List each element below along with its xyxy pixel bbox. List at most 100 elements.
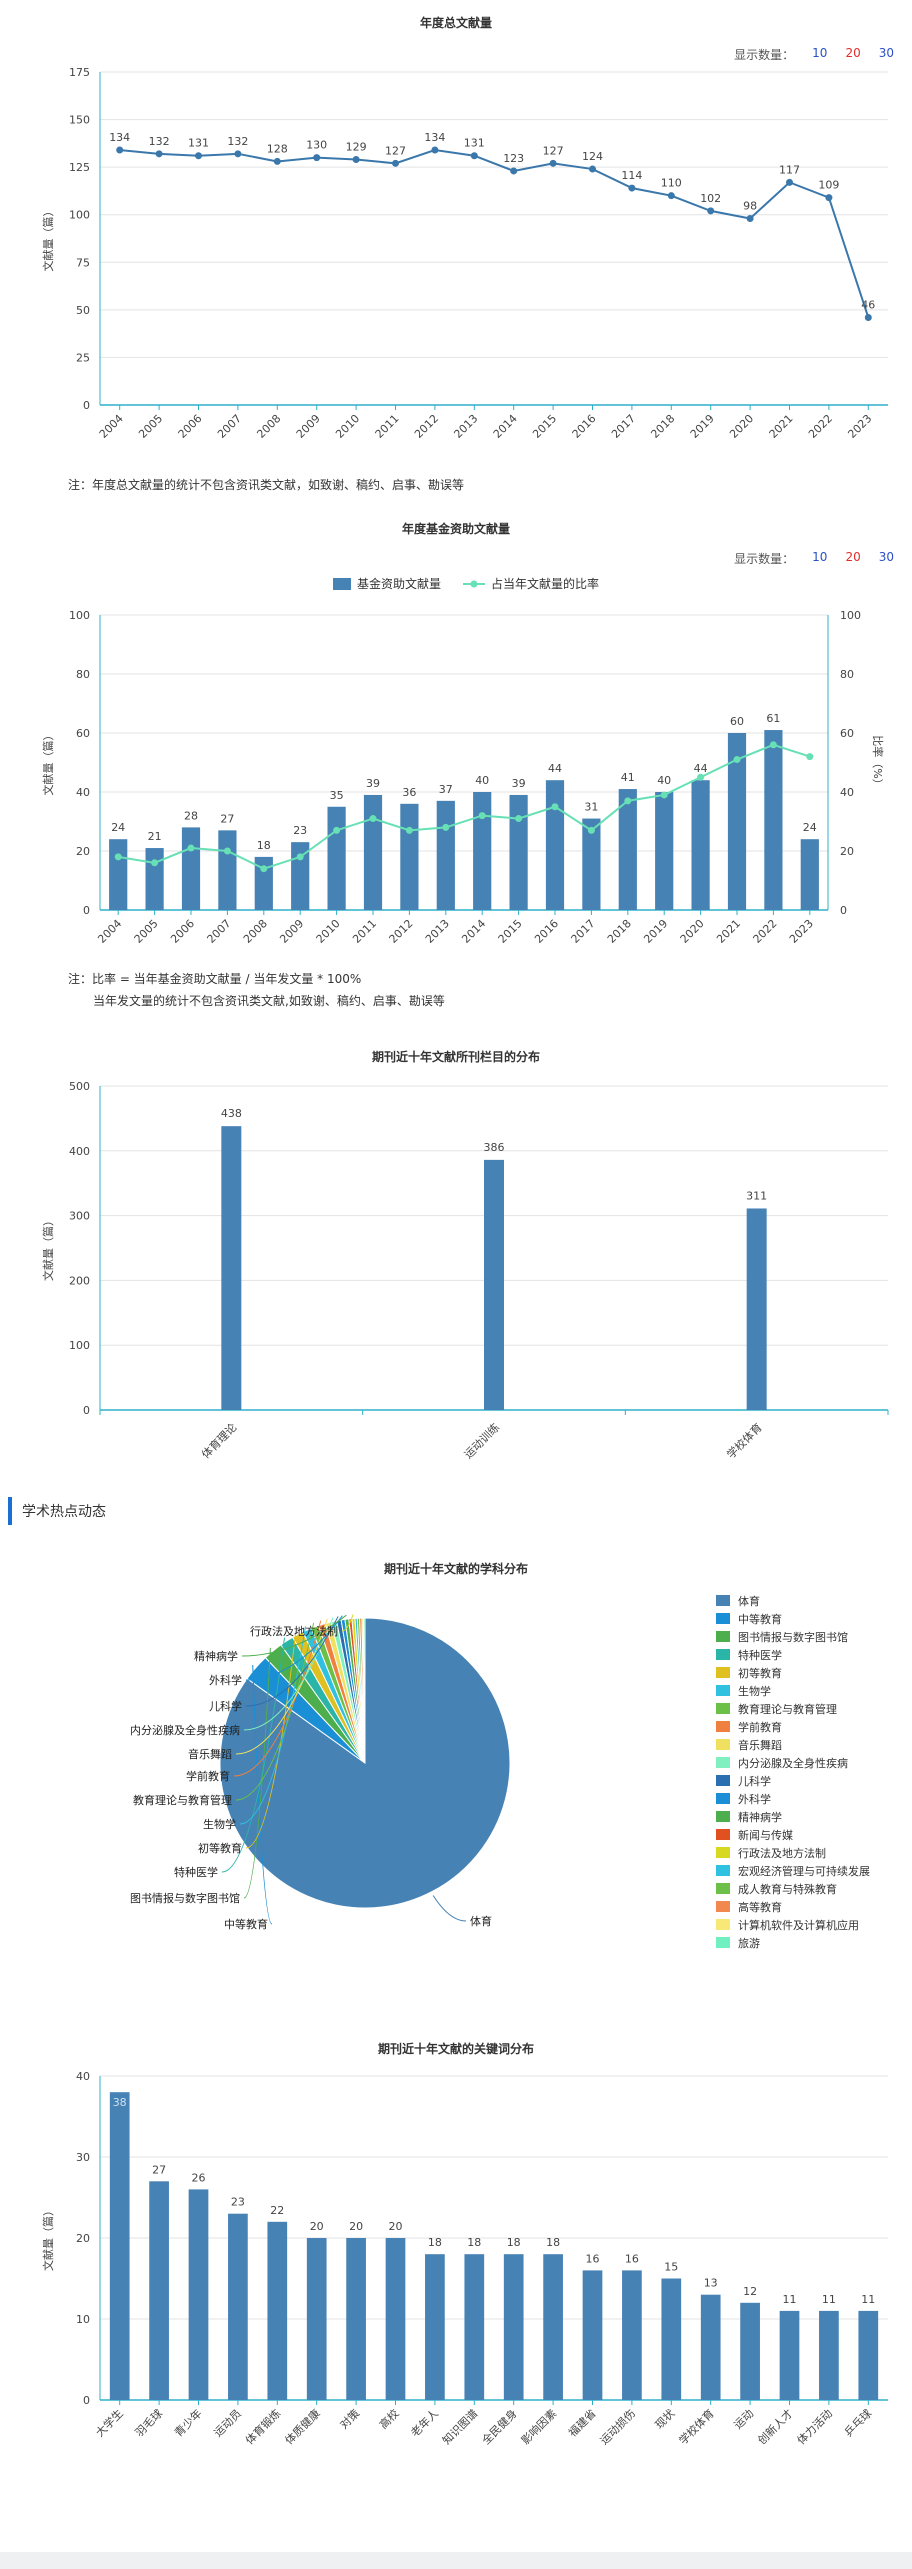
data-label: 44 bbox=[694, 762, 708, 775]
count-20-link[interactable]: 20 bbox=[845, 46, 861, 60]
bar bbox=[109, 839, 128, 910]
legend-label: 教育理论与教育管理 bbox=[738, 1702, 837, 1716]
legend-swatch bbox=[716, 1793, 730, 1804]
ratio-point bbox=[587, 826, 595, 834]
y-tick-label: 50 bbox=[76, 304, 90, 317]
pie-leader-line bbox=[243, 1617, 334, 1731]
ratio-point bbox=[806, 753, 814, 761]
data-label: 16 bbox=[586, 2252, 600, 2265]
section-accent-bar bbox=[8, 1497, 12, 1525]
x-tick-label: 2020 bbox=[678, 917, 707, 946]
data-label: 98 bbox=[743, 200, 757, 213]
legend-swatch bbox=[716, 1703, 730, 1714]
pie-leader-line bbox=[245, 1615, 343, 1681]
ratio-point bbox=[442, 823, 450, 831]
page-footer-strip bbox=[0, 2552, 912, 2569]
x-tick-label: 2017 bbox=[609, 412, 638, 441]
bar bbox=[149, 2181, 169, 2400]
legend-label: 图书情报与数字图书馆 bbox=[738, 1630, 848, 1644]
chart1-note: 注：年度总文献量的统计不包含资讯类文献，如致谢、稿约、启事、勘误等 bbox=[68, 478, 465, 492]
y-axis-title: 文献量（篇） bbox=[41, 2205, 55, 2271]
y2-tick-label: 40 bbox=[840, 786, 854, 799]
y2-axis-title: 比率（%） bbox=[871, 735, 885, 789]
legend-swatch bbox=[716, 1829, 730, 1840]
x-tick-label: 运动损伤 bbox=[597, 2406, 638, 2447]
pie-leader-line bbox=[233, 1620, 322, 1777]
x-tick-label: 体育理论 bbox=[198, 1420, 239, 1461]
x-tick-label: 大学生 bbox=[93, 2406, 126, 2439]
ratio-point bbox=[369, 815, 377, 823]
pie-leader-line bbox=[245, 1616, 339, 1707]
pie-slice-label: 外科学 bbox=[209, 1673, 242, 1687]
data-label: 131 bbox=[464, 137, 485, 150]
x-tick-label: 2015 bbox=[530, 412, 559, 441]
legend-label: 行政法及地方法制 bbox=[738, 1846, 826, 1860]
bar bbox=[385, 2238, 406, 2400]
legend-label: 特种医学 bbox=[738, 1648, 782, 1662]
data-label: 12 bbox=[743, 2285, 757, 2298]
y-tick-label: 100 bbox=[69, 1339, 90, 1352]
count-30-link[interactable]: 30 bbox=[878, 46, 894, 60]
y2-tick-label: 0 bbox=[840, 904, 847, 917]
bar bbox=[503, 2254, 524, 2400]
data-point bbox=[667, 192, 675, 200]
legend-label: 计算机软件及计算机应用 bbox=[738, 1918, 859, 1932]
data-label: 109 bbox=[818, 179, 839, 192]
legend-swatch bbox=[716, 1937, 730, 1948]
y-tick-label: 20 bbox=[76, 2232, 90, 2245]
data-point bbox=[707, 207, 715, 215]
x-tick-label: 学校体育 bbox=[676, 2406, 717, 2447]
x-tick-label: 2013 bbox=[423, 917, 452, 946]
data-point bbox=[825, 194, 833, 202]
bar bbox=[740, 2302, 760, 2400]
data-label: 24 bbox=[111, 821, 125, 834]
pie-slice-label: 精神病学 bbox=[194, 1649, 238, 1663]
data-label: 117 bbox=[779, 163, 800, 176]
x-tick-label: 体育锻炼 bbox=[242, 2406, 283, 2447]
bar bbox=[436, 800, 455, 910]
data-label: 124 bbox=[582, 150, 603, 163]
data-label: 13 bbox=[704, 2277, 718, 2290]
legend-label: 宏观经济管理与可持续发展 bbox=[738, 1864, 870, 1878]
x-tick-label: 2009 bbox=[277, 917, 306, 946]
x-tick-label: 福建省 bbox=[565, 2406, 598, 2439]
ratio-line bbox=[118, 743, 811, 870]
x-tick-label: 2016 bbox=[570, 412, 599, 441]
pie-leader-line bbox=[245, 1630, 297, 1849]
x-tick-label: 2016 bbox=[532, 917, 561, 946]
y-tick-label: 30 bbox=[76, 2151, 90, 2164]
bar bbox=[473, 792, 492, 910]
x-tick-label: 2010 bbox=[333, 412, 362, 441]
data-label: 31 bbox=[584, 801, 598, 814]
legend-bar-label: 基金资助文献量 bbox=[357, 576, 441, 591]
x-tick-label: 2008 bbox=[241, 917, 270, 946]
count-30-link[interactable]: 30 bbox=[878, 550, 894, 564]
data-label: 386 bbox=[484, 1141, 505, 1154]
data-point bbox=[470, 152, 478, 160]
bar bbox=[779, 2310, 800, 2400]
data-point bbox=[313, 154, 321, 162]
legend-swatch bbox=[716, 1757, 730, 1768]
data-label: 438 bbox=[221, 1107, 242, 1120]
x-tick-label: 2004 bbox=[97, 412, 126, 441]
count-10-link[interactable]: 10 bbox=[812, 550, 828, 564]
legend-swatch bbox=[716, 1613, 730, 1624]
data-point bbox=[352, 156, 360, 164]
data-point bbox=[786, 178, 793, 186]
data-point bbox=[628, 184, 636, 192]
bar bbox=[691, 780, 710, 910]
data-label: 127 bbox=[543, 144, 564, 157]
data-label: 28 bbox=[184, 809, 198, 822]
count-20-link[interactable]: 20 bbox=[845, 550, 861, 564]
legend-label: 学前教育 bbox=[738, 1720, 782, 1734]
pie-leader-line bbox=[221, 1637, 286, 1873]
count-10-link[interactable]: 10 bbox=[812, 46, 828, 60]
legend-swatch bbox=[716, 1595, 730, 1606]
data-label: 102 bbox=[700, 192, 721, 205]
x-tick-label: 影响因素 bbox=[519, 2407, 559, 2447]
data-label: 16 bbox=[625, 2252, 639, 2265]
legend-label: 精神病学 bbox=[738, 1810, 782, 1824]
x-tick-label: 运动员 bbox=[211, 2407, 244, 2440]
y-tick-label: 40 bbox=[76, 2070, 90, 2083]
x-tick-label: 2023 bbox=[787, 917, 816, 946]
